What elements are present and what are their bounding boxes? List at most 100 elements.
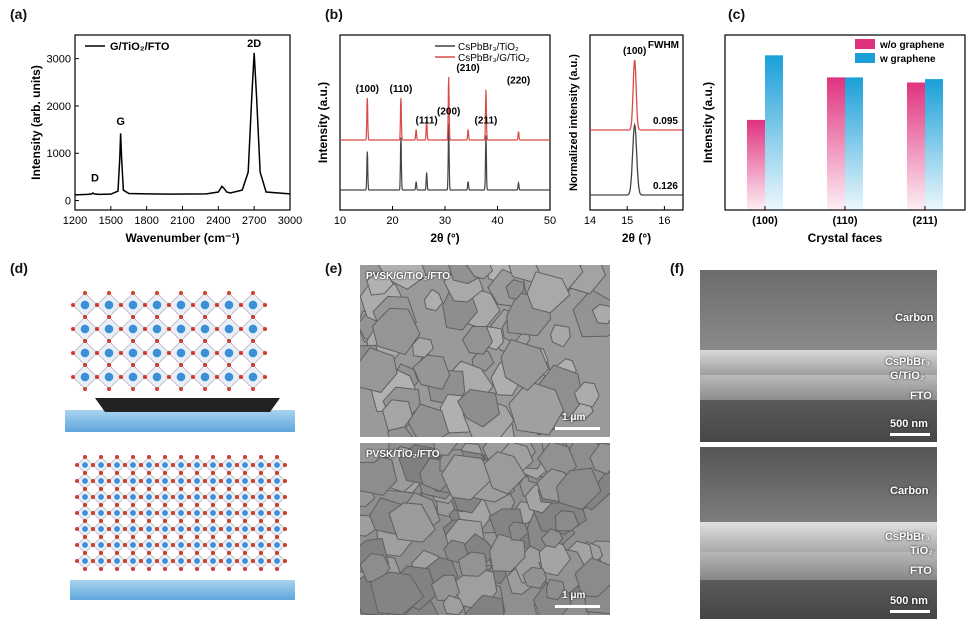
- halide-atom: [163, 567, 167, 571]
- raman-chart: 1200 1500 1800 2100 2400 2700 3000 0 1000 2000 300…: [29, 34, 302, 245]
- series-line: [74, 52, 291, 196]
- b-site-atom: [82, 462, 88, 468]
- grain: [549, 324, 571, 348]
- halide-atom: [195, 567, 199, 571]
- grain: [573, 381, 600, 408]
- halide-atom: [99, 535, 103, 539]
- halide-atom: [131, 567, 135, 571]
- halide-atom: [75, 511, 79, 515]
- structure-with-graphene: [65, 291, 295, 432]
- halide-atom: [71, 375, 75, 379]
- x-axis-label: Crystal faces: [808, 231, 883, 245]
- b-site-atom: [80, 372, 90, 382]
- x-tick-label: 3000: [278, 215, 302, 227]
- halide-atom: [191, 375, 195, 379]
- b-site-atom: [152, 372, 162, 382]
- halide-atom: [99, 519, 103, 523]
- grain: [589, 443, 610, 475]
- b-site-atom: [258, 542, 264, 548]
- halide-atom: [95, 303, 99, 307]
- grain: [442, 594, 465, 615]
- grain: [572, 288, 610, 338]
- halide-atom: [211, 455, 215, 459]
- halide-atom: [263, 351, 267, 355]
- halide-atom: [243, 487, 247, 491]
- halide-atom: [163, 455, 167, 459]
- b-site-atom: [152, 348, 162, 358]
- halide-atom: [251, 387, 255, 391]
- halide-atom: [227, 387, 231, 391]
- legend-label-0: CsPbBr₃/TiO₂: [458, 42, 519, 53]
- halide-atom: [83, 503, 87, 507]
- halide-atom: [75, 479, 79, 483]
- halide-atom: [91, 527, 95, 531]
- peak-label: (220): [507, 76, 530, 87]
- panel-label-a: (a): [10, 6, 28, 22]
- halide-atom: [107, 291, 111, 295]
- halide-atom: [283, 479, 287, 483]
- layer-carbon-bottom: Carbon: [890, 485, 929, 497]
- b-site-atom: [130, 558, 136, 564]
- halide-atom: [83, 363, 87, 367]
- halide-atom: [251, 559, 255, 563]
- b-site-atom: [226, 558, 232, 564]
- halide-atom: [123, 559, 127, 563]
- halide-atom: [167, 351, 171, 355]
- peak-annotation: G: [116, 116, 125, 128]
- halide-atom: [115, 455, 119, 459]
- cross-section-with-graphene: Carbon CsPbBr₃ G/TiO₂ FTO 500 nm: [700, 270, 937, 442]
- halide-atom: [139, 495, 143, 499]
- layer-carbon-top: Carbon: [895, 312, 934, 324]
- b-site-atom: [200, 324, 210, 334]
- halide-atom: [155, 479, 159, 483]
- halide-atom: [235, 543, 239, 547]
- halide-atom: [227, 487, 231, 491]
- b-site-atom: [114, 494, 120, 500]
- halide-atom: [131, 471, 135, 475]
- b-site-atom: [224, 300, 234, 310]
- halide-atom: [171, 559, 175, 563]
- grain: [381, 399, 413, 432]
- grain: [388, 502, 436, 543]
- b-site-atom: [146, 542, 152, 548]
- halide-atom: [267, 463, 271, 467]
- halide-atom: [179, 503, 183, 507]
- y-tick-label: 2000: [47, 101, 71, 113]
- b-site-atom: [152, 324, 162, 334]
- halide-atom: [179, 291, 183, 295]
- halide-atom: [115, 471, 119, 475]
- x-tick-label: 2700: [242, 215, 266, 227]
- x-tick-label: 2400: [206, 215, 230, 227]
- halide-atom: [147, 487, 151, 491]
- b-site-atom: [130, 510, 136, 516]
- halide-atom: [203, 543, 207, 547]
- halide-atom: [95, 351, 99, 355]
- b-site-atom: [98, 462, 104, 468]
- halide-atom: [115, 519, 119, 523]
- halide-atom: [195, 535, 199, 539]
- scale-label-f-bottom: 500 nm: [890, 595, 928, 607]
- halide-atom: [227, 339, 231, 343]
- halide-atom: [179, 339, 183, 343]
- grain: [500, 339, 550, 392]
- b-site-atom: [82, 542, 88, 548]
- series-line-0: [590, 59, 683, 131]
- b-site-atom: [226, 478, 232, 484]
- grain: [360, 443, 390, 464]
- halide-atom: [139, 479, 143, 483]
- halide-atom: [131, 363, 135, 367]
- halide-atom: [155, 495, 159, 499]
- halide-atom: [143, 303, 147, 307]
- halide-atom: [167, 303, 171, 307]
- halide-atom: [179, 471, 183, 475]
- legend-label-1: w graphene: [879, 54, 936, 65]
- halide-atom: [259, 471, 263, 475]
- halide-atom: [227, 315, 231, 319]
- halide-atom: [99, 567, 103, 571]
- y-tick-label: 1000: [47, 148, 71, 160]
- halide-atom: [227, 455, 231, 459]
- halide-atom: [107, 511, 111, 515]
- grain: [433, 443, 458, 456]
- b-site-atom: [258, 494, 264, 500]
- halide-atom: [123, 527, 127, 531]
